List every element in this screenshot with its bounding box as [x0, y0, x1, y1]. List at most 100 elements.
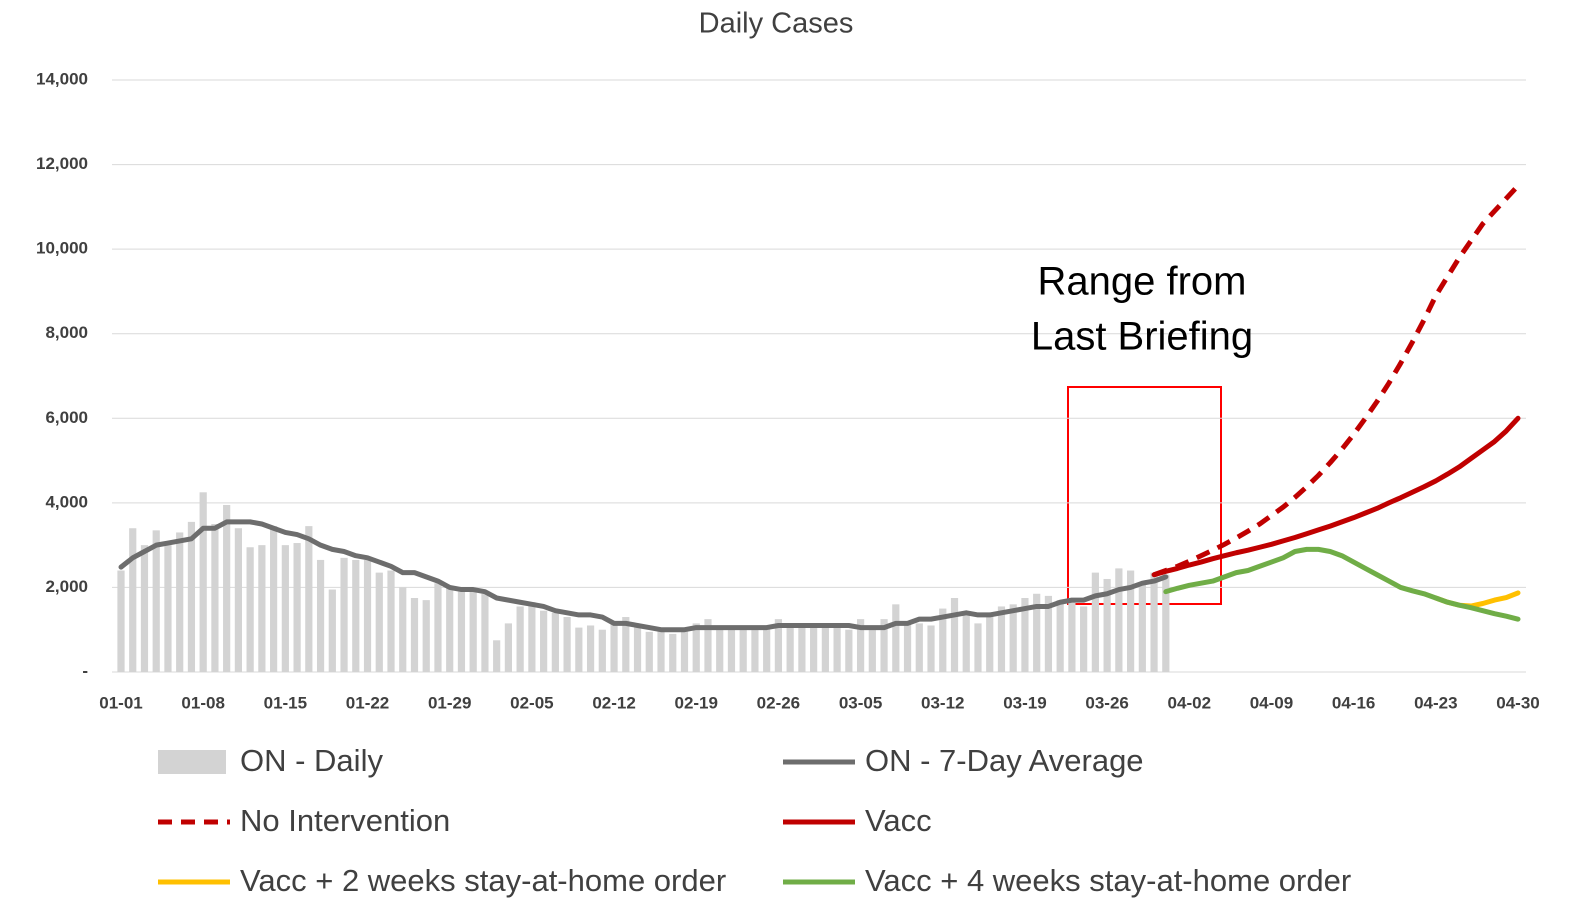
bar — [645, 631, 653, 672]
x-tick-label: 04-30 — [1496, 693, 1539, 712]
x-tick-label: 03-19 — [1003, 693, 1046, 712]
legend-label: ON - Daily — [240, 743, 383, 778]
x-tick-label: 04-23 — [1414, 693, 1457, 712]
x-tick-label: 03-05 — [839, 693, 882, 712]
bar — [939, 608, 947, 672]
x-tick-label: 02-19 — [674, 693, 717, 712]
bar — [1021, 598, 1029, 672]
bar — [375, 572, 383, 672]
bar — [798, 623, 806, 672]
lines — [118, 184, 1521, 633]
bar — [704, 619, 712, 672]
bar — [1162, 574, 1170, 672]
bar — [986, 614, 994, 672]
bar — [469, 591, 477, 672]
bar — [1091, 572, 1099, 672]
line-series — [1163, 546, 1521, 622]
legend-label: Vacc — [865, 803, 932, 838]
x-tick-label: 02-26 — [757, 693, 800, 712]
bar — [234, 528, 242, 672]
bar — [880, 619, 888, 672]
bar — [657, 629, 665, 672]
bar — [974, 623, 982, 672]
bar — [903, 621, 912, 672]
bar — [399, 587, 407, 672]
bar — [270, 526, 278, 672]
bar — [716, 627, 724, 672]
bar — [223, 504, 231, 672]
x-tick-label: 01-01 — [99, 693, 142, 712]
bar — [950, 598, 959, 672]
bar — [176, 532, 184, 672]
bar — [915, 623, 923, 672]
bar — [187, 521, 196, 672]
bar — [1033, 593, 1041, 672]
bar — [1044, 595, 1053, 672]
bar — [316, 559, 325, 672]
x-tick-label: 02-12 — [592, 693, 635, 712]
labels: - 2,000 4,000 6,000 8,000 10,000 12,000 14,000 0… — [36, 69, 1540, 712]
bar — [739, 627, 747, 672]
legend-label: Vacc + 4 weeks stay-at-home order — [865, 863, 1351, 898]
y-tick-label: 14,000 — [36, 69, 88, 88]
line-series — [118, 519, 1169, 633]
y-tick-label: 4,000 — [45, 492, 88, 511]
bar — [692, 623, 700, 672]
x-tick-label: 02-05 — [510, 693, 553, 712]
bar — [387, 570, 395, 672]
bar — [751, 629, 759, 672]
y-tick-label: 12,000 — [36, 154, 88, 173]
y-tick-label: 6,000 — [45, 408, 88, 427]
bar — [164, 545, 172, 672]
bar — [1150, 572, 1158, 672]
bar — [669, 633, 677, 672]
bar — [680, 629, 689, 672]
grid — [112, 79, 1526, 673]
bar — [211, 524, 219, 672]
bar — [457, 591, 466, 672]
bar — [493, 640, 501, 672]
line-series — [1153, 184, 1520, 578]
bar — [763, 627, 771, 672]
bar — [833, 627, 841, 672]
y-tick-label: 10,000 — [36, 239, 88, 258]
legend-swatch — [158, 750, 226, 774]
bar — [117, 570, 125, 672]
bar — [352, 559, 360, 672]
bar — [1115, 568, 1123, 672]
bar — [246, 547, 254, 672]
bar — [727, 629, 736, 672]
bar — [774, 619, 783, 672]
bar — [340, 557, 348, 672]
bars — [117, 492, 1170, 672]
bar — [258, 545, 266, 672]
x-tick-label: 04-16 — [1332, 693, 1375, 712]
bar — [856, 619, 865, 672]
bar — [810, 627, 818, 672]
bar — [962, 614, 970, 672]
bar — [140, 545, 149, 672]
bar — [821, 625, 829, 672]
x-tick-label: 01-15 — [264, 693, 307, 712]
bar — [152, 530, 160, 672]
bar — [586, 625, 595, 672]
x-tick-label: 01-08 — [181, 693, 224, 712]
legend-label: No Intervention — [240, 803, 450, 838]
y-tick-label: - — [82, 661, 88, 680]
y-tick-label: 8,000 — [45, 323, 88, 342]
bar — [528, 602, 536, 672]
bar — [927, 625, 935, 672]
bar — [446, 587, 454, 672]
bar — [1009, 604, 1017, 672]
bar — [563, 617, 571, 672]
bar — [997, 606, 1006, 672]
annotation: Range from — [1038, 260, 1247, 304]
bar — [1056, 600, 1064, 672]
bar — [1068, 598, 1076, 672]
y-tick-label: 2,000 — [45, 577, 88, 596]
bar — [199, 492, 207, 672]
bar — [1103, 578, 1111, 672]
bar — [786, 625, 794, 672]
bar — [481, 593, 489, 672]
